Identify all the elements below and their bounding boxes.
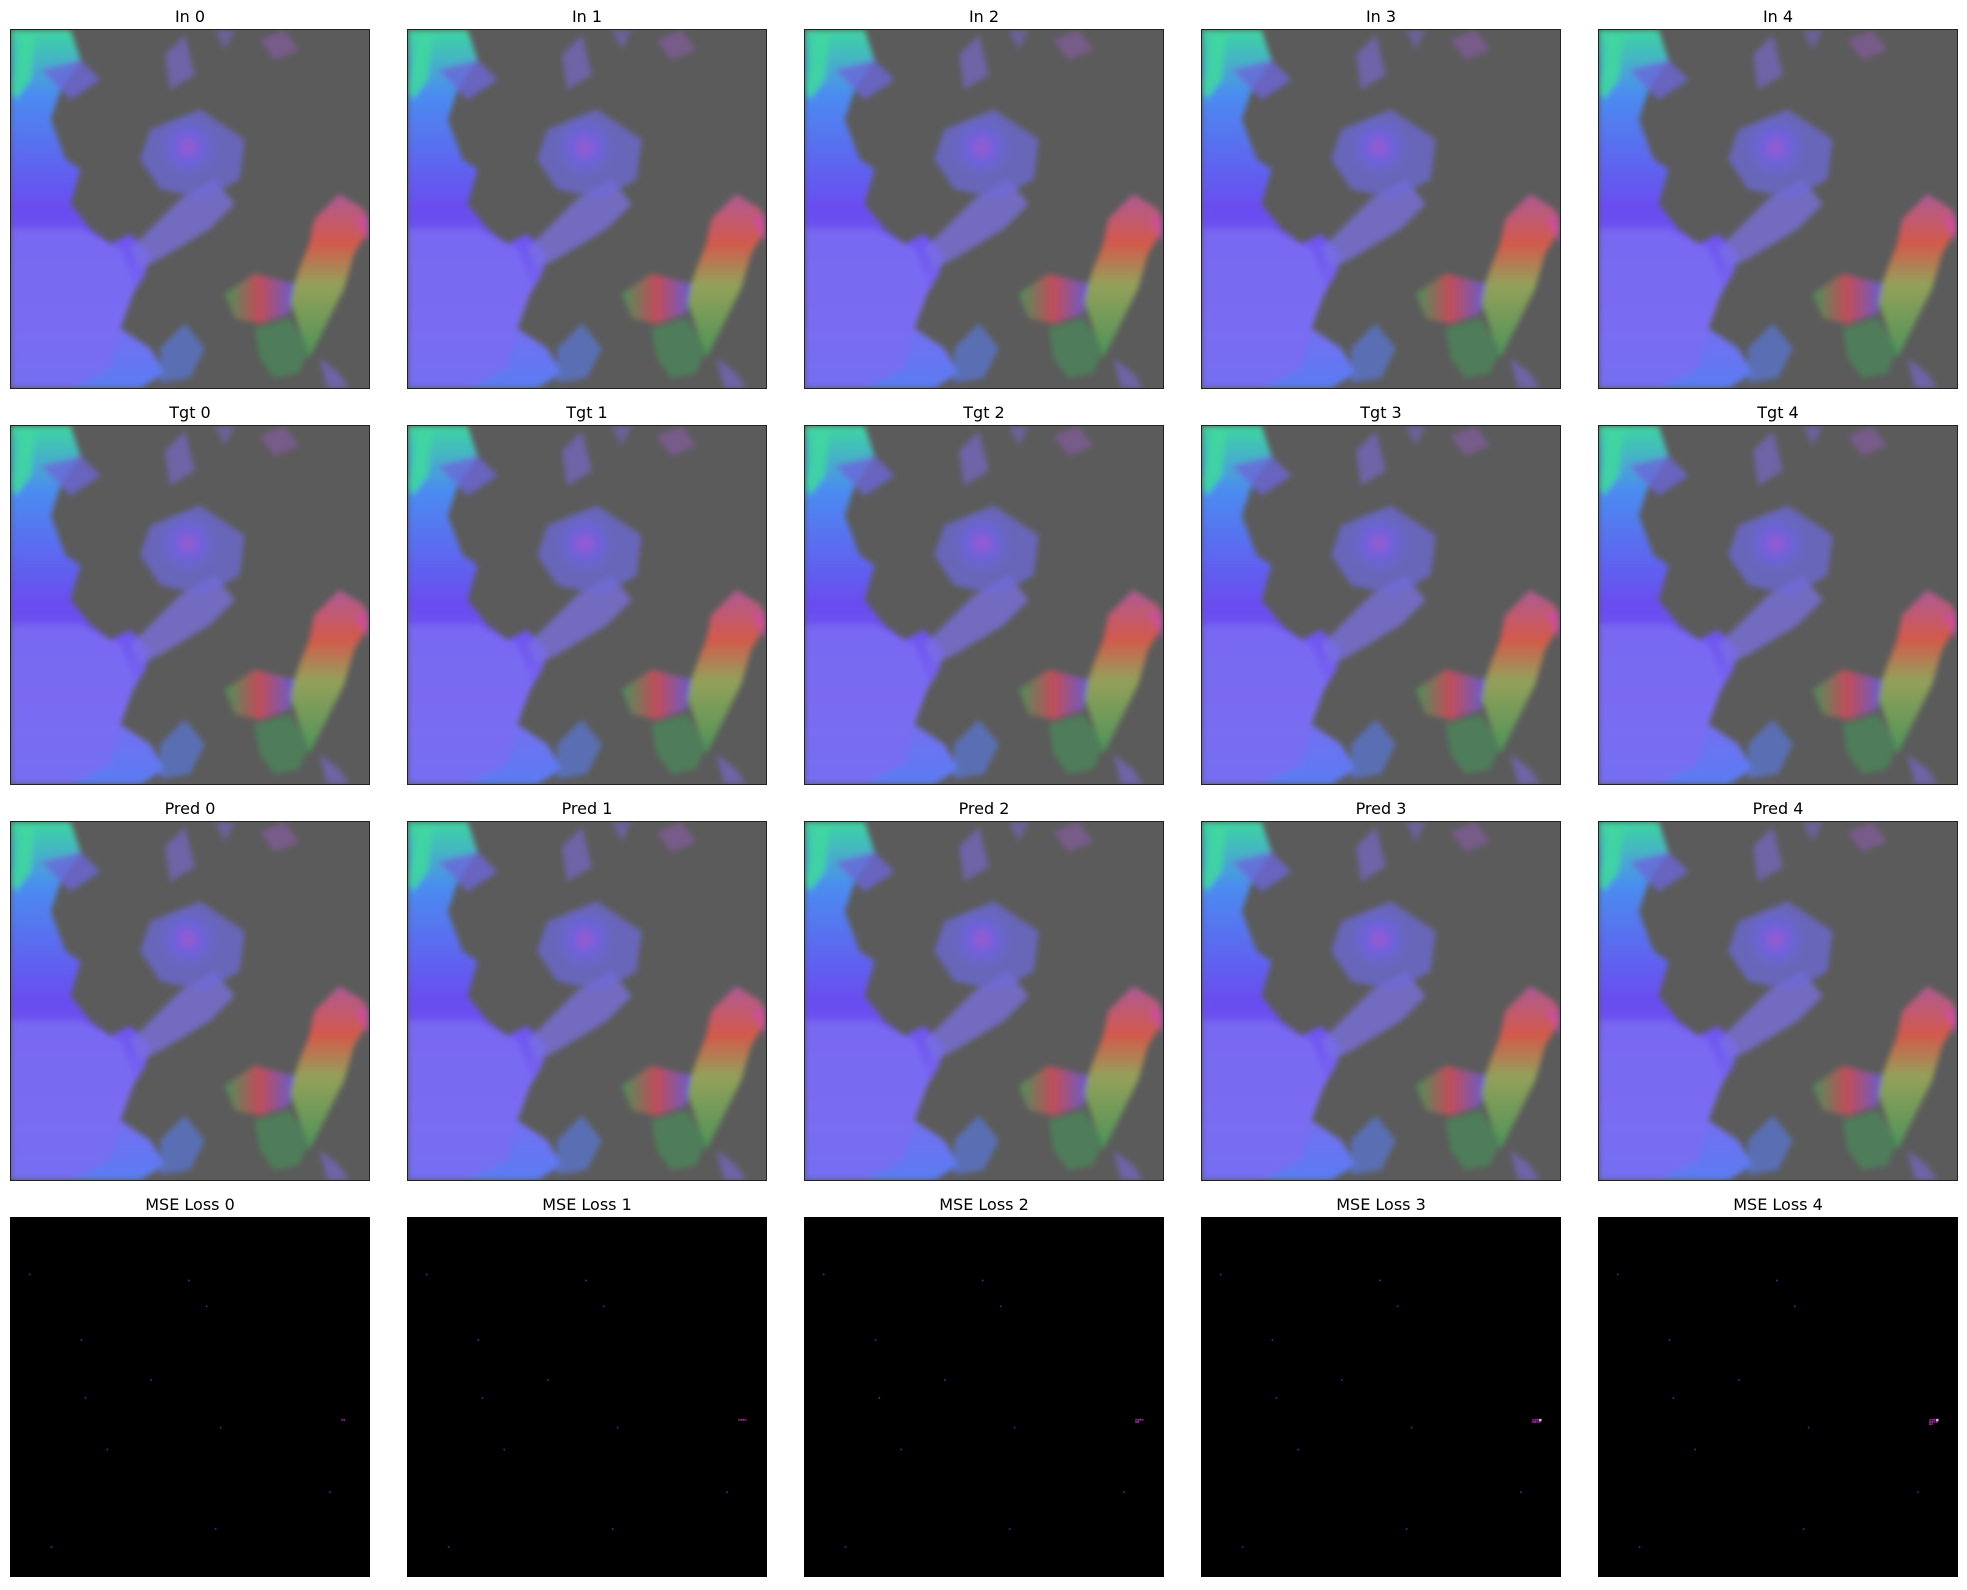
pred-image-4 — [1598, 821, 1958, 1181]
in-image-3 — [1201, 29, 1561, 389]
mse-title-0: MSE Loss 0 — [145, 1195, 235, 1214]
pred-title-3: Pred 3 — [1355, 799, 1407, 818]
pred-image-3 — [1201, 821, 1561, 1181]
mse-image-0 — [10, 1217, 370, 1577]
pred-title-2: Pred 2 — [958, 799, 1010, 818]
in-title-4: In 4 — [1762, 7, 1794, 26]
tgt-title-3: Tgt 3 — [1360, 403, 1402, 422]
mse-image-3 — [1201, 1217, 1561, 1577]
in-image-0 — [10, 29, 370, 389]
mse-image-2 — [804, 1217, 1164, 1577]
tgt-image-1 — [407, 425, 767, 785]
tgt-image-3 — [1201, 425, 1561, 785]
mse-title-3: MSE Loss 3 — [1336, 1195, 1426, 1214]
tgt-image-2 — [804, 425, 1164, 785]
tgt-image-0 — [10, 425, 370, 785]
in-title-3: In 3 — [1365, 7, 1397, 26]
tgt-title-4: Tgt 4 — [1757, 403, 1799, 422]
tgt-image-4 — [1598, 425, 1958, 785]
in-title-0: In 0 — [174, 7, 206, 26]
in-image-1 — [407, 29, 767, 389]
pred-image-2 — [804, 821, 1164, 1181]
pred-title-0: Pred 0 — [164, 799, 216, 818]
in-title-2: In 2 — [968, 7, 1000, 26]
mse-image-4 — [1598, 1217, 1958, 1577]
in-title-1: In 1 — [571, 7, 603, 26]
pred-title-4: Pred 4 — [1752, 799, 1804, 818]
mse-title-4: MSE Loss 4 — [1733, 1195, 1823, 1214]
mse-title-1: MSE Loss 1 — [542, 1195, 632, 1214]
tgt-title-0: Tgt 0 — [169, 403, 211, 422]
mse-title-2: MSE Loss 2 — [939, 1195, 1029, 1214]
in-image-2 — [804, 29, 1164, 389]
tgt-title-2: Tgt 2 — [963, 403, 1005, 422]
mse-image-1 — [407, 1217, 767, 1577]
pred-image-1 — [407, 821, 767, 1181]
pred-image-0 — [10, 821, 370, 1181]
tgt-title-1: Tgt 1 — [566, 403, 608, 422]
in-image-4 — [1598, 29, 1958, 389]
pred-title-1: Pred 1 — [561, 799, 613, 818]
